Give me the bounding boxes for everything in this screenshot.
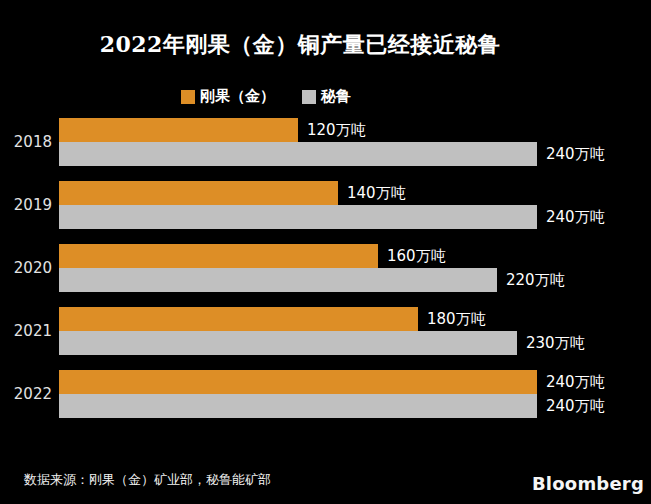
year-label-2019: 2019 <box>0 196 52 214</box>
bar-row-2021-peru: 230万吨 <box>59 331 585 355</box>
peru-bar-2020 <box>59 268 497 292</box>
congo-bar-2018 <box>59 118 298 142</box>
bar-value-label: 220万吨 <box>506 268 565 292</box>
bar-row-2018-peru: 240万吨 <box>59 142 605 166</box>
bar-row-2019-congo: 140万吨 <box>59 181 406 205</box>
bar-row-2022-congo: 240万吨 <box>59 370 605 394</box>
year-label-2022: 2022 <box>0 385 52 403</box>
congo-bar-2020 <box>59 244 378 268</box>
bar-value-label: 240万吨 <box>546 370 605 394</box>
year-label-2018: 2018 <box>0 133 52 151</box>
congo-bar-2022 <box>59 370 537 394</box>
peru-bar-2021 <box>59 331 517 355</box>
bar-row-2020-peru: 220万吨 <box>59 268 565 292</box>
peru-bar-2022 <box>59 394 537 418</box>
year-label-2021: 2021 <box>0 322 52 340</box>
chart-panel: 2022年刚果（金）铜产量已经接近秘鲁 刚果（金） 秘鲁 2018120万吨24… <box>0 0 651 504</box>
bar-value-label: 140万吨 <box>347 181 406 205</box>
bar-value-label: 230万吨 <box>526 331 585 355</box>
bar-row-2019-peru: 240万吨 <box>59 205 605 229</box>
source-note: 数据来源：刚果（金）矿业部，秘鲁能矿部 <box>24 471 271 489</box>
bar-value-label: 240万吨 <box>546 394 605 418</box>
congo-bar-2021 <box>59 307 418 331</box>
peru-bar-2018 <box>59 142 537 166</box>
bar-value-label: 180万吨 <box>427 307 486 331</box>
congo-bar-2019 <box>59 181 338 205</box>
bar-chart-plot-area: 2018 120万吨 240万吨 2019 140万吨 240万吨 2020 160万吨 220… <box>0 0 651 504</box>
bar-row-2018-congo: 120万吨 <box>59 118 366 142</box>
bar-row-2021-congo: 180万吨 <box>59 307 486 331</box>
peru-bar-2019 <box>59 205 537 229</box>
year-label-2020: 2020 <box>0 259 52 277</box>
bar-value-label: 240万吨 <box>546 205 605 229</box>
bar-value-label: 160万吨 <box>387 244 446 268</box>
bar-row-2020-congo: 160万吨 <box>59 244 446 268</box>
bar-value-label: 120万吨 <box>307 118 366 142</box>
bloomberg-logo: Bloomberg <box>532 473 644 494</box>
bar-value-label: 240万吨 <box>546 142 605 166</box>
bar-row-2022-peru: 240万吨 <box>59 394 605 418</box>
